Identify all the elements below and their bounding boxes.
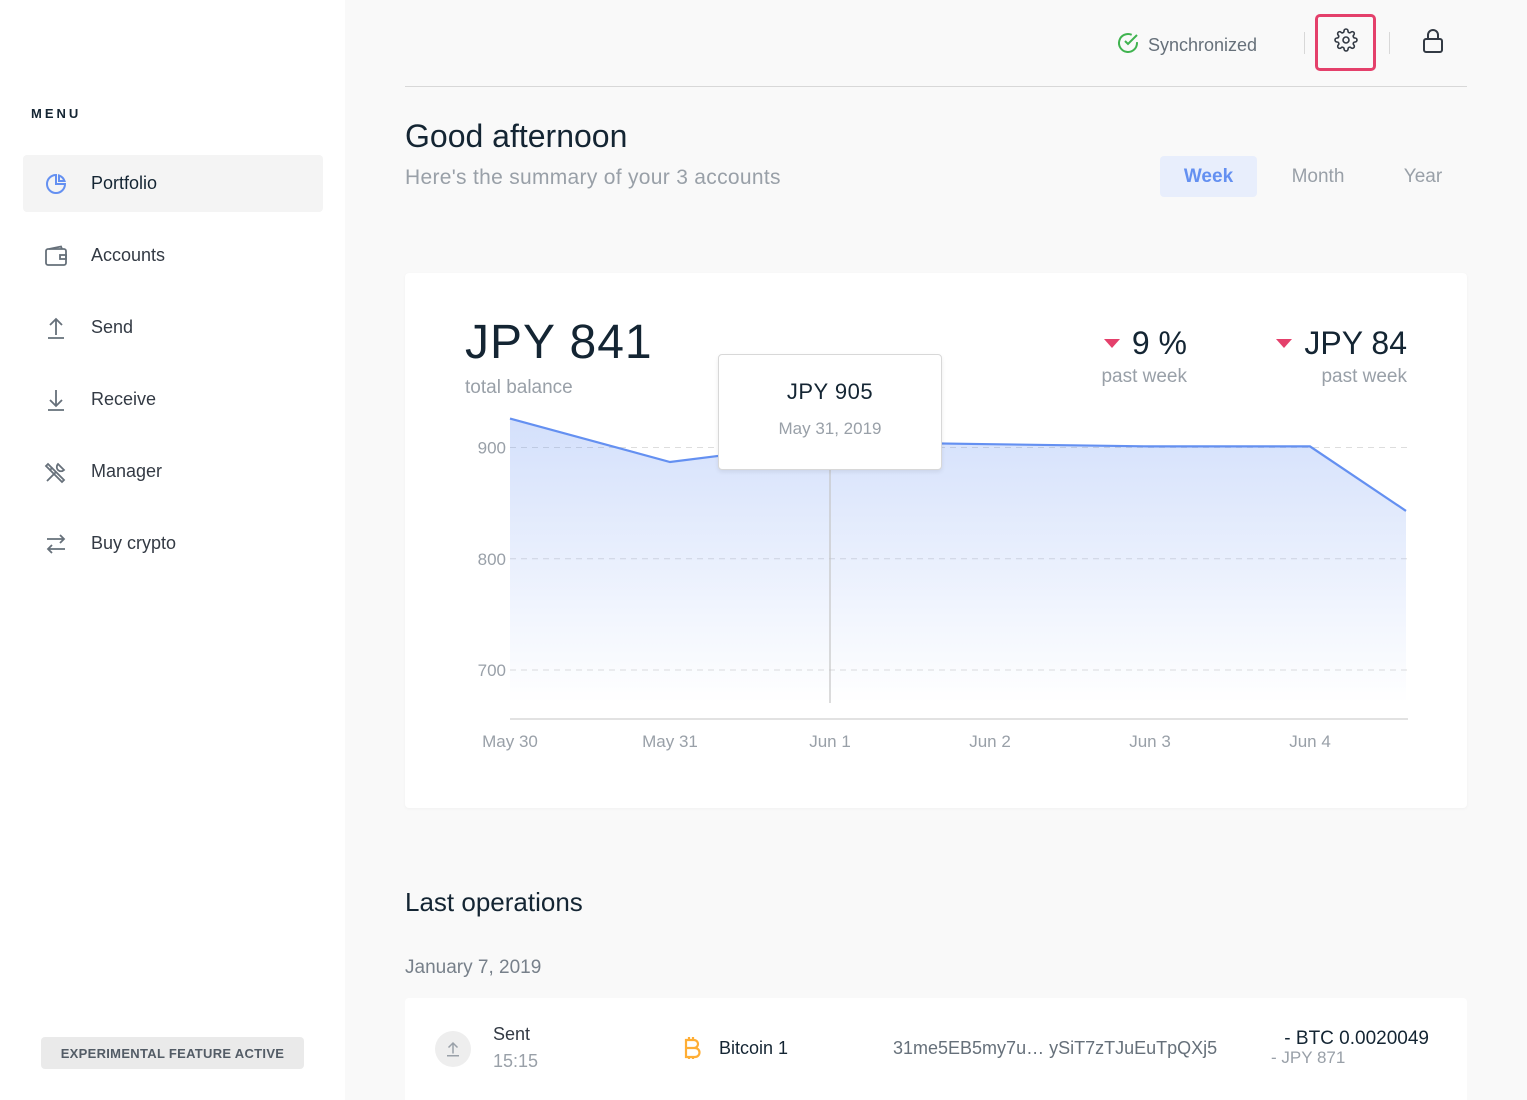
menu-title: MENU	[31, 106, 82, 121]
down-triangle-icon	[1276, 339, 1293, 348]
x-tick-label: May 30	[482, 732, 538, 751]
tab-month[interactable]: Month	[1291, 165, 1345, 187]
change-percent: 9 %	[1131, 325, 1187, 361]
down-triangle-icon	[1103, 339, 1120, 348]
sidebar: MENU Portfolio Accounts Send Receive Man…	[0, 0, 345, 1100]
sync-status[interactable]: Synchronized	[1116, 31, 1257, 60]
change-value-stat: JPY 84 past week	[1276, 325, 1407, 388]
sidebar-item-label: Receive	[91, 389, 157, 409]
gear-icon	[1333, 28, 1358, 57]
x-tick-label: Jun 2	[969, 732, 1011, 751]
exchange-icon	[44, 532, 68, 556]
x-tick-label: May 31	[642, 732, 698, 751]
tab-year[interactable]: Year	[1403, 165, 1443, 187]
sync-label: Synchronized	[1148, 35, 1258, 55]
x-tick-label: Jun 1	[809, 732, 851, 751]
x-tick-label: Jun 4	[1289, 732, 1331, 751]
sidebar-item-buy-crypto[interactable]: Buy crypto	[23, 515, 323, 572]
divider	[1304, 32, 1305, 54]
sidebar-item-portfolio[interactable]: Portfolio	[23, 155, 323, 212]
last-operations-title: Last operations	[405, 887, 583, 917]
total-balance-label: total balance	[465, 377, 573, 398]
accounts-summary: Here's the summary of your 3 accounts	[405, 166, 781, 189]
tab-week[interactable]: Week	[1160, 156, 1257, 197]
pie-chart-icon	[44, 172, 68, 196]
operations-date-header: January 7, 2019	[405, 957, 542, 978]
change-percent-label: past week	[1101, 366, 1187, 387]
lock-icon	[1421, 28, 1445, 59]
sidebar-item-send[interactable]: Send	[23, 299, 323, 356]
tooltip-value: JPY 905	[786, 379, 874, 404]
sidebar-item-label: Manager	[91, 461, 163, 481]
change-value-label: past week	[1321, 366, 1407, 387]
tooltip-date: May 31, 2019	[778, 419, 882, 438]
operation-amount: - BTC 0.0020049	[1284, 1028, 1429, 1049]
sidebar-item-label: Accounts	[91, 245, 166, 265]
tools-icon	[44, 460, 68, 484]
operation-type: Sent	[493, 1024, 531, 1044]
operation-time: 15:15	[493, 1051, 539, 1071]
chart-line	[509, 417, 1407, 512]
total-balance: JPY 841	[465, 316, 653, 369]
experimental-feature-badge: EXPERIMENTAL FEATURE ACTIVE	[41, 1037, 304, 1069]
balance-card: 700 800 900 May 30 May 31 Jun 1 Jun 2 Jun 3 Jun…	[405, 273, 1467, 808]
change-value: JPY 84	[1304, 325, 1407, 361]
chart-area	[510, 418, 1406, 703]
greeting: Good afternoon	[405, 118, 628, 154]
change-percent-stat: 9 % past week	[1101, 325, 1187, 388]
bitcoin-icon	[681, 1036, 703, 1065]
y-tick-label: 800	[478, 550, 506, 569]
operation-address: 31me5EB5my7u… ySiT7zTJuEuTpQXj5	[893, 1038, 1218, 1058]
lock-button[interactable]	[1418, 28, 1448, 58]
sent-arrow-icon	[435, 1031, 471, 1067]
operation-account: Bitcoin 1	[719, 1038, 789, 1058]
sidebar-item-label: Send	[91, 317, 134, 337]
sidebar-item-label: Buy crypto	[91, 533, 177, 553]
divider	[1389, 32, 1390, 54]
topbar: Synchronized	[405, 0, 1467, 87]
x-tick-label: Jun 3	[1129, 732, 1171, 751]
wallet-icon	[44, 244, 68, 268]
arrow-down-icon	[44, 388, 68, 412]
operation-fiat-amount: - JPY 871	[1271, 1048, 1346, 1067]
sidebar-item-label: Portfolio	[91, 173, 158, 193]
y-tick-label: 700	[478, 661, 506, 680]
sidebar-item-accounts[interactable]: Accounts	[23, 227, 323, 284]
balance-chart: 700 800 900 May 30 May 31 Jun 1 Jun 2 Jun 3 Jun…	[478, 417, 1408, 751]
operation-row[interactable]: Sent 15:15 Bitcoin 1 31me5EB5my7u… ySiT7…	[405, 998, 1467, 1100]
arrow-up-icon	[44, 316, 68, 340]
sidebar-item-receive[interactable]: Receive	[23, 371, 323, 428]
check-circle-icon	[1116, 31, 1140, 60]
sidebar-item-manager[interactable]: Manager	[23, 443, 323, 500]
chart-tooltip: JPY 905 May 31, 2019	[718, 354, 942, 470]
settings-button[interactable]	[1315, 14, 1376, 71]
y-tick-label: 900	[478, 439, 506, 458]
